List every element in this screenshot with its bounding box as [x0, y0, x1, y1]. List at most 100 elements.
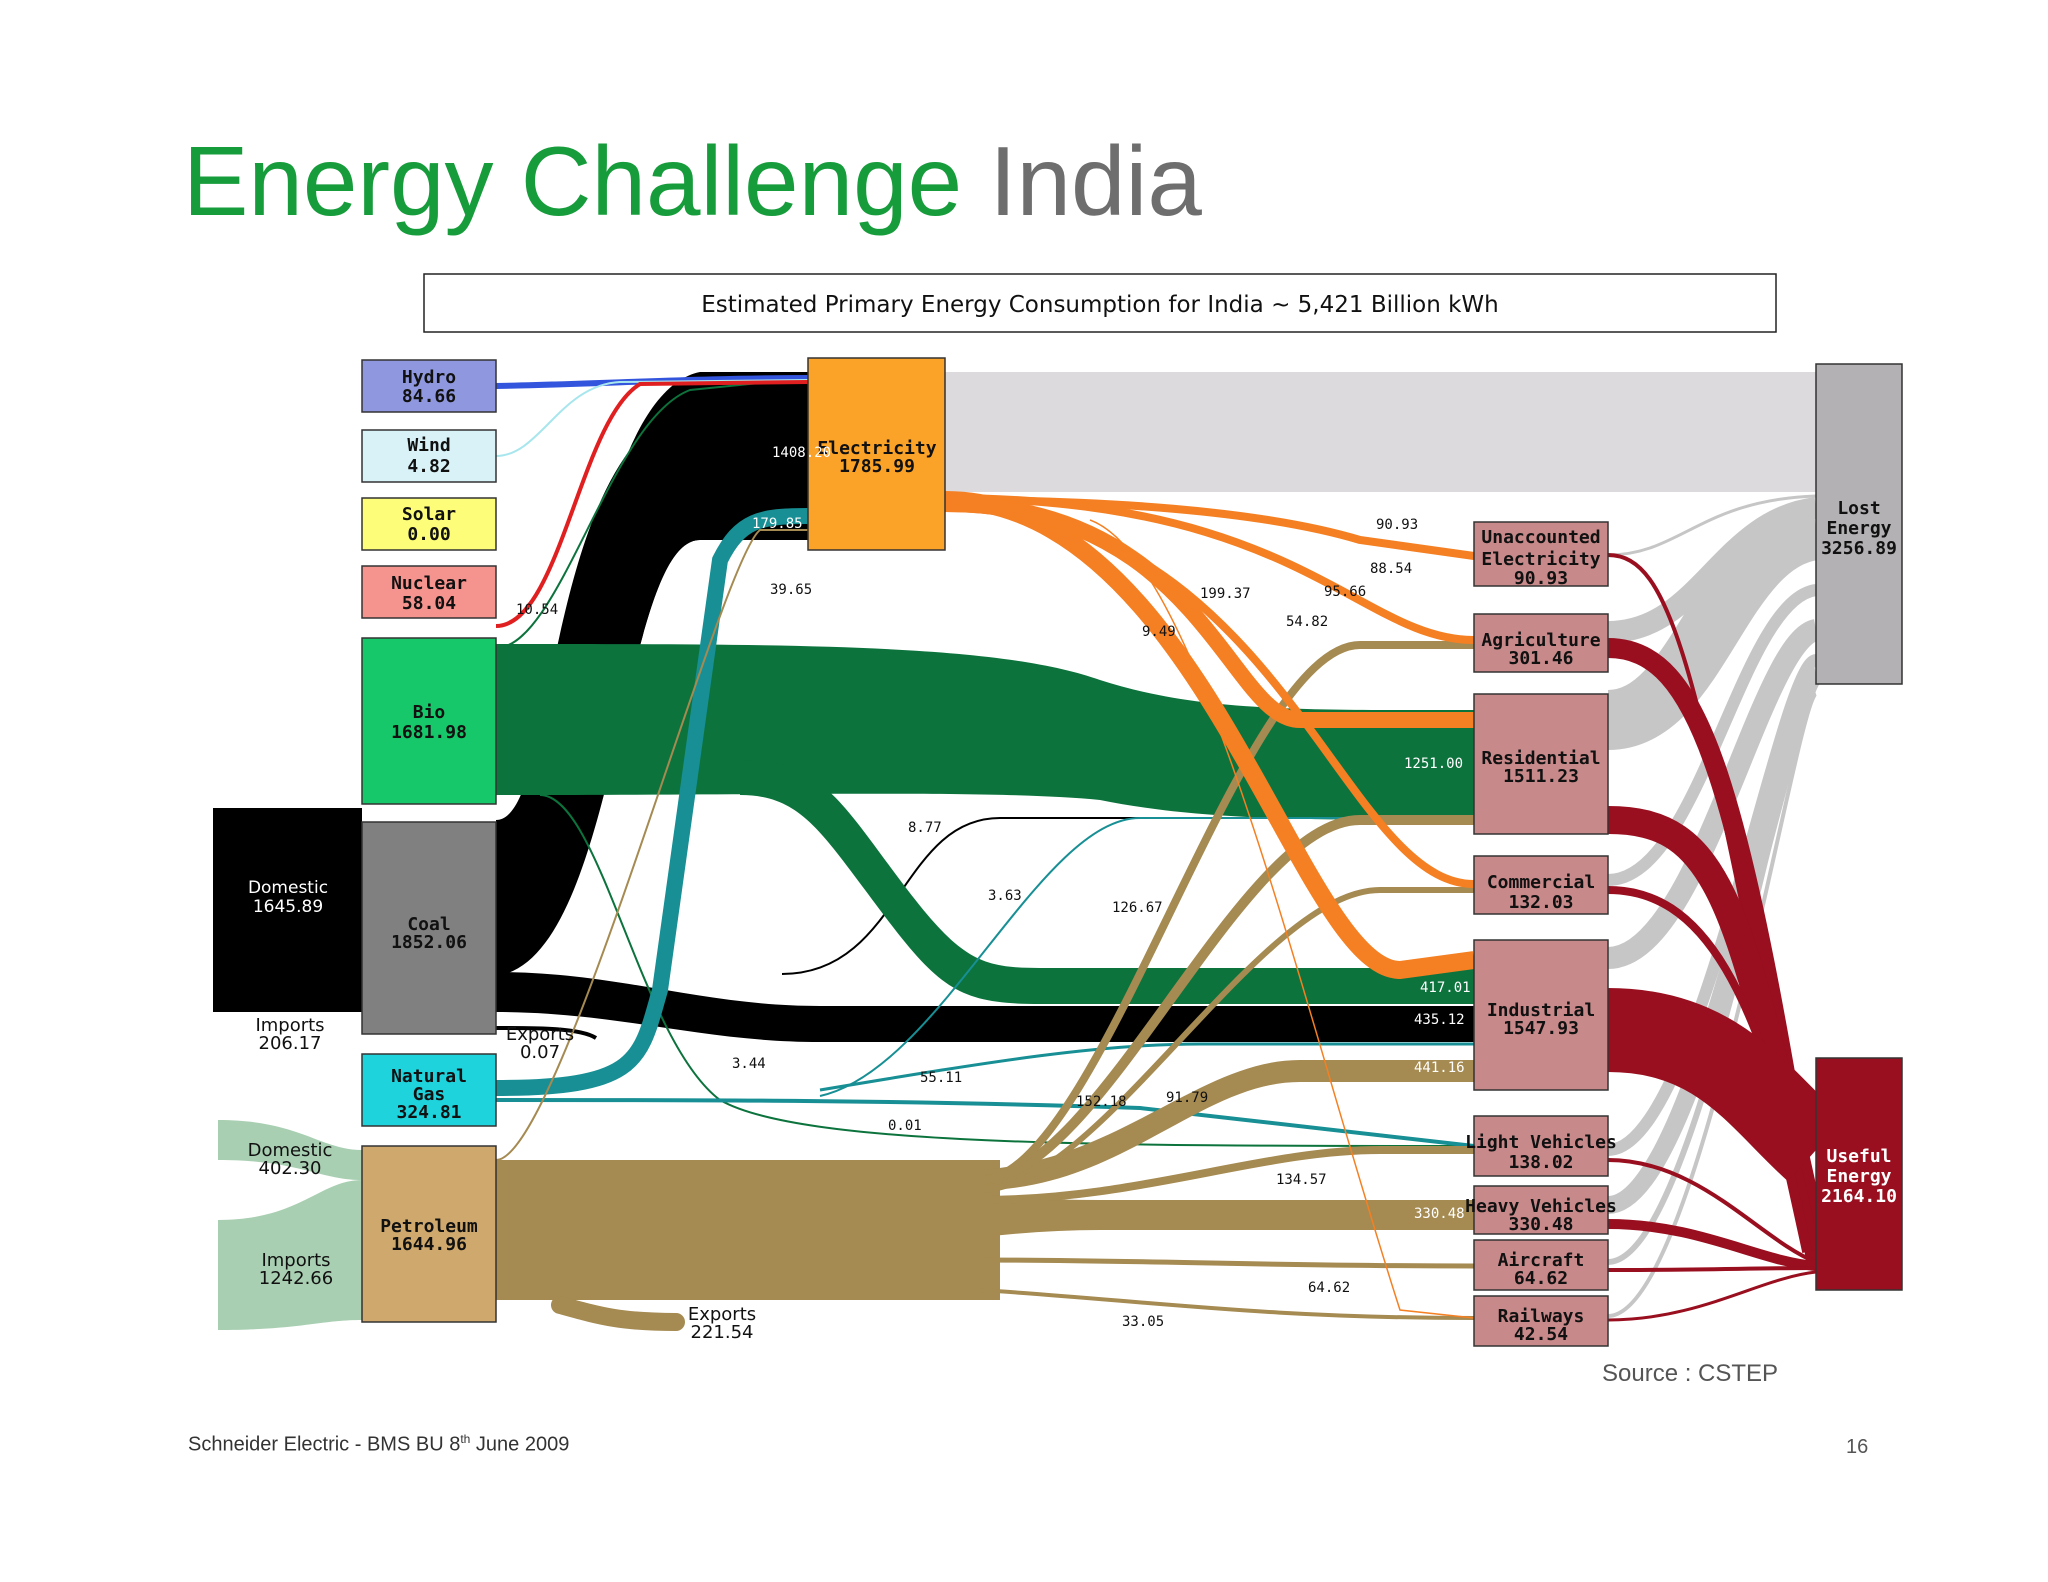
node-bio-name: Bio: [413, 702, 446, 723]
node-electricity-value: 1785.99: [839, 456, 915, 477]
flows-layer: [213, 372, 1845, 1331]
flow-bio-electricity: [495, 377, 809, 649]
node-aircraft-value: 64.62: [1514, 1268, 1568, 1289]
node-electricity: Electricity 1785.99: [807, 357, 946, 551]
petroleum-imports-value: 1242.66: [259, 1268, 333, 1289]
diagram-header-text: Estimated Primary Energy Consumption for…: [701, 292, 1499, 318]
flow-industrial-useful: [1606, 988, 1845, 1182]
slide-title: Energy Challenge India: [183, 130, 1202, 233]
coal-imports-value: 206.17: [259, 1033, 322, 1054]
node-coal: Coal 1852.06: [361, 821, 497, 1035]
node-useful-name1: Useful: [1826, 1146, 1891, 1167]
node-light-vehicles-name: Light Vehicles: [1465, 1132, 1617, 1153]
flow-value-labels: 1408.20 179.85 39.65 10.54 90.93 88.54 1…: [516, 445, 1471, 1330]
label-elec-to-res: 199.37: [1200, 586, 1251, 602]
node-solar-value: 0.00: [407, 524, 450, 545]
flow-bio-residential: [496, 644, 1474, 820]
title-grey-part: India: [989, 126, 1202, 236]
flow-petroleum-commercial: [979, 887, 1474, 1193]
label-coal-to-ind: 435.12: [1414, 1012, 1465, 1028]
node-unaccounted-name2: Electricity: [1481, 549, 1600, 570]
node-commercial-value: 132.03: [1508, 892, 1573, 913]
flow-residential-lost: [1605, 500, 1822, 750]
flow-petroleum-domestic: [218, 1120, 362, 1180]
flow-petroleum-industrial: [980, 1060, 1474, 1190]
flow-petroleum-electricity: [495, 529, 808, 1161]
node-unaccounted-electricity: Unaccounted Electricity 90.93: [1473, 521, 1609, 589]
node-nuclear: Nuclear 58.04: [361, 565, 497, 619]
node-commercial-name: Commercial: [1487, 872, 1595, 893]
flow-nuclear-electricity: [495, 380, 809, 628]
nodes-layer: Hydro 84.66 Wind 4.82 Solar 0.00 Nuclear…: [361, 357, 1903, 1347]
coal-exports-value: 0.07: [520, 1042, 560, 1063]
flow-railways-useful: [1607, 1270, 1817, 1322]
petroleum-exports-value: 221.54: [691, 1322, 754, 1343]
flow-gas-residential: [819, 817, 1474, 1097]
label-pet-to-res: 126.67: [1112, 900, 1163, 916]
flow-electricity-commercial: [944, 504, 1475, 888]
node-petroleum-name: Petroleum: [380, 1216, 478, 1237]
label-elec-to-agri: 88.54: [1370, 561, 1412, 577]
node-railways-value: 42.54: [1514, 1324, 1568, 1345]
node-commercial: Commercial 132.03: [1473, 855, 1609, 915]
source-note: Source : CSTEP: [1602, 1360, 1779, 1387]
footer-left-main: Schneider Electric - BMS BU 8: [188, 1433, 461, 1456]
flow-coal-industrial: [496, 972, 1474, 1042]
node-bio: Bio 1681.98: [361, 637, 497, 805]
node-agriculture-name: Agriculture: [1481, 630, 1600, 651]
node-railways-name: Railways: [1498, 1306, 1585, 1327]
node-wind: Wind 4.82: [361, 429, 497, 483]
node-lost-name1: Lost: [1837, 498, 1880, 519]
node-wind-value: 4.82: [407, 456, 450, 477]
node-coal-name: Coal: [407, 914, 450, 935]
node-industrial-name: Industrial: [1487, 1000, 1595, 1021]
label-pet-to-elec: 39.65: [770, 582, 812, 598]
label-pet-to-lv: 134.57: [1276, 1172, 1327, 1188]
label-coal-to-res: 3.63: [988, 888, 1022, 904]
node-solar: Solar 0.00: [361, 497, 497, 551]
title-green-part: Energy Challenge: [183, 126, 963, 236]
label-elec-to-ind: 54.82: [1286, 614, 1328, 630]
label-pet-to-agri: 152.18: [1076, 1094, 1127, 1110]
flow-petroleum-exports: [551, 1296, 685, 1331]
flow-aircraft-useful: [1607, 1266, 1817, 1272]
node-bio-value: 1681.98: [391, 722, 467, 743]
node-residential-name: Residential: [1481, 748, 1600, 769]
coal-exports-label: Exports: [506, 1024, 574, 1045]
footer-left-date: June 2009: [470, 1433, 570, 1456]
node-aircraft: Aircraft 64.62: [1473, 1239, 1609, 1291]
flow-railways-lost: [1607, 692, 1818, 1318]
diagram-header: Estimated Primary Energy Consumption for…: [423, 273, 1777, 333]
node-unaccounted-name1: Unaccounted: [1481, 527, 1600, 548]
node-gas-name2: Gas: [413, 1084, 446, 1105]
label-bio-to-res: 1251.00: [1404, 756, 1463, 772]
flow-commercial-lost: [1607, 584, 1818, 886]
node-useful-energy: Useful Energy 2164.10: [1815, 1057, 1903, 1291]
node-agriculture: Agriculture 301.46: [1473, 613, 1609, 673]
node-useful-value: 2164.10: [1821, 1186, 1897, 1207]
node-aircraft-name: Aircraft: [1498, 1250, 1585, 1271]
node-lost-energy: Lost Energy 3256.89: [1815, 363, 1903, 685]
label-pet-to-rail: 33.05: [1122, 1314, 1164, 1330]
label-gas-to-ind: 55.11: [920, 1070, 962, 1086]
node-hydro-name: Hydro: [402, 367, 456, 388]
node-railways: Railways 42.54: [1473, 1295, 1609, 1347]
flow-coal-exports: [495, 1026, 598, 1040]
node-hydro-value: 84.66: [402, 386, 456, 407]
label-coal-to-elec: 1408.20: [772, 445, 831, 461]
flow-petroleum-trunk: [496, 1160, 1000, 1300]
petroleum-domestic-value: 402.30: [259, 1158, 322, 1179]
node-wind-name: Wind: [407, 435, 450, 456]
page-number: 16: [1846, 1436, 1869, 1458]
footer-left: Schneider Electric - BMS BU 8th June 200…: [188, 1432, 569, 1457]
footer-left-sup: th: [460, 1432, 471, 1446]
label-pet-to-air: 64.62: [1308, 1280, 1350, 1296]
flow-gas-light-vehicles: [495, 1098, 1475, 1148]
label-pet-to-hv: 330.48: [1414, 1206, 1465, 1222]
node-petroleum-value: 1644.96: [391, 1234, 467, 1255]
flow-petroleum-railways: [979, 1288, 1475, 1320]
node-lost-name2: Energy: [1826, 518, 1891, 539]
node-residential: Residential 1511.23: [1473, 693, 1609, 835]
petroleum-imports-label: Imports: [261, 1250, 330, 1271]
